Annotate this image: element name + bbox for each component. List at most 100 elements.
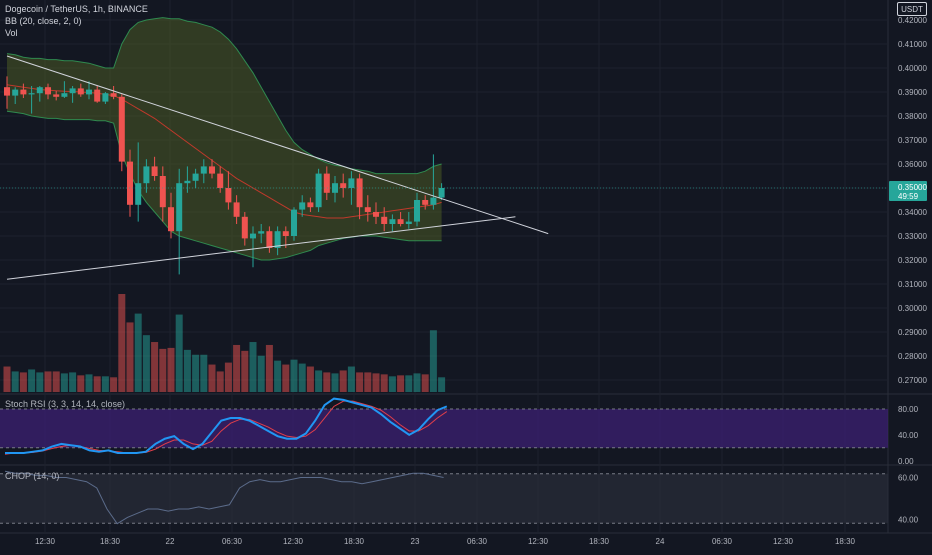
- candle-body: [315, 173, 322, 208]
- price-tick-label: 0.27000: [898, 376, 927, 385]
- time-tick-label: 18:30: [835, 537, 856, 546]
- chop-line: [4, 470, 444, 525]
- volume-bar: [159, 348, 167, 392]
- volume-bar: [216, 371, 224, 392]
- volume-bar: [3, 366, 11, 392]
- currency-badge[interactable]: USDT: [897, 2, 927, 16]
- candles[interactable]: [4, 76, 445, 275]
- price-tick-label: 0.28000: [898, 352, 927, 361]
- candle-body: [53, 94, 60, 97]
- bb-upper-line: [6, 17, 442, 175]
- trendline: [6, 216, 516, 280]
- trendline: [6, 55, 549, 235]
- candle-body: [250, 233, 256, 239]
- volume-bar: [118, 294, 126, 392]
- candle-body: [356, 178, 363, 208]
- candle-body: [102, 93, 109, 102]
- candle-body: [209, 166, 215, 174]
- volume-bar: [372, 373, 380, 392]
- candle-body: [77, 88, 84, 95]
- candle-body: [94, 89, 101, 102]
- candle-body: [45, 87, 51, 95]
- candle-body: [241, 216, 248, 239]
- stoch-rsi-label[interactable]: Stoch RSI (3, 3, 14, 14, close): [5, 399, 126, 409]
- trendlines[interactable]: [6, 55, 549, 280]
- chop-tick-label: 60.00: [898, 474, 919, 483]
- candle-body: [299, 202, 306, 210]
- volume-bar: [11, 371, 19, 392]
- bb-lower-line: [6, 110, 442, 261]
- symbol-legend[interactable]: Dogecoin / TetherUS, 1h, BINANCE: [5, 4, 148, 14]
- price-tick-label: 0.42000: [898, 16, 927, 25]
- volume-bar: [192, 354, 200, 392]
- candle-body: [20, 89, 27, 95]
- candle-body: [217, 173, 224, 188]
- countdown-label: 49:59: [898, 192, 919, 201]
- candle-body: [4, 87, 10, 96]
- volume-bar: [388, 376, 396, 392]
- candle-body: [397, 219, 404, 224]
- volume-bar: [323, 372, 331, 392]
- candle-body: [307, 202, 314, 208]
- volume-bar: [110, 377, 118, 392]
- bb-fill: [7, 17, 442, 260]
- time-tick-label: 06:30: [467, 537, 488, 546]
- candle-body: [69, 88, 76, 94]
- candle-body: [176, 183, 183, 232]
- volume-bar: [380, 374, 388, 392]
- volume-bar: [233, 344, 241, 392]
- stoch-k-line: [5, 397, 448, 454]
- time-tick-label: 18:30: [589, 537, 610, 546]
- chop-band: [0, 473, 888, 524]
- candle-body: [159, 176, 166, 208]
- price-tick-label: 0.31000: [898, 280, 927, 289]
- volume-bar: [356, 372, 364, 392]
- volume-bar: [274, 360, 282, 392]
- chop-label[interactable]: CHOP (14, 0): [5, 471, 60, 481]
- time-tick-label: 12:30: [35, 537, 56, 546]
- candle-body: [118, 96, 125, 162]
- candle-body: [225, 188, 232, 203]
- candle-body: [200, 166, 207, 174]
- candle-body: [233, 202, 240, 217]
- volume-bar: [93, 376, 101, 392]
- volume-bar: [347, 366, 355, 392]
- price-tick-label: 0.33000: [898, 232, 927, 241]
- volume-bar: [28, 369, 36, 392]
- volume-legend[interactable]: Vol: [5, 28, 18, 38]
- volume-bar: [175, 314, 183, 392]
- time-tick-label: 06:30: [222, 537, 243, 546]
- volume-bar: [306, 366, 314, 392]
- candle-body: [332, 183, 338, 193]
- candle-body: [373, 212, 379, 217]
- volume-bar: [282, 364, 290, 392]
- volume-bar: [224, 362, 232, 392]
- candle-body: [184, 180, 191, 184]
- volume-bar: [200, 354, 208, 392]
- candle-body: [266, 231, 273, 248]
- candle-body: [192, 173, 199, 181]
- volume-bar: [331, 373, 339, 392]
- candle-body: [422, 200, 429, 205]
- volume-bar: [315, 370, 323, 392]
- stoch-tick-label: 80.00: [898, 405, 919, 414]
- current-price-label: 0.35000: [898, 183, 927, 192]
- chop-tick-label: 40.00: [898, 516, 919, 525]
- stoch-band: [0, 408, 888, 448]
- volume-bar: [257, 355, 265, 392]
- time-tick-label: 18:30: [100, 537, 121, 546]
- candle-body: [151, 166, 158, 176]
- volume-bar: [60, 373, 68, 392]
- time-tick-label: 12:30: [773, 537, 794, 546]
- candle-body: [438, 188, 445, 198]
- volume-bar: [421, 374, 429, 392]
- volume-bar: [134, 313, 142, 392]
- volume-bar: [397, 375, 405, 392]
- volume-bar: [44, 371, 52, 392]
- candle-body: [36, 87, 43, 94]
- price-tick-label: 0.36000: [898, 160, 927, 169]
- bb-legend[interactable]: BB (20, close, 2, 0): [5, 16, 82, 26]
- candle-body: [364, 207, 371, 212]
